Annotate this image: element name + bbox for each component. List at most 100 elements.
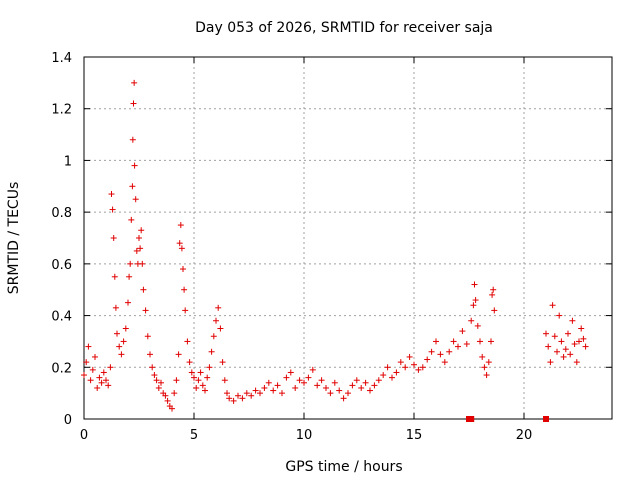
data-point [578,325,585,332]
data-point [164,397,171,404]
data-point [181,286,188,293]
y-tick-label: 0.2 [51,361,72,376]
data-point [543,330,549,337]
data-point [265,379,272,386]
data-point [112,304,119,311]
data-point [402,364,409,371]
data-point [128,216,135,223]
data-point [139,260,146,267]
data-point [565,330,571,337]
data-point [562,346,569,353]
data-point [327,390,334,397]
data-point [455,343,461,350]
data-point [349,382,356,389]
data-point [202,387,208,394]
data-point [318,377,325,384]
data-point [406,353,413,360]
data-point [191,374,197,381]
data-point [133,247,140,254]
data-point [459,328,466,335]
data-point [488,338,494,345]
data-point [491,307,498,314]
data-point [283,374,290,381]
data-point [371,382,378,389]
x-tick-label: 5 [190,428,198,443]
data-point [331,379,338,386]
data-point [213,317,219,324]
data-point [393,369,400,376]
data-point [208,348,215,355]
data-point [345,390,351,397]
data-point [261,384,268,391]
data-point [153,377,160,384]
data-points [81,79,589,422]
data-point [489,291,496,298]
data-point [184,338,191,345]
data-point [547,359,554,366]
data-point [197,369,204,376]
data-point [248,392,255,399]
data-point [483,372,490,379]
data-point [111,273,118,280]
y-tick-label: 0.6 [51,258,72,273]
data-point [195,377,202,384]
data-point [485,359,492,366]
data-point [87,377,94,384]
data-point [446,348,453,355]
data-point [217,325,224,332]
data-point [340,395,347,402]
data-point [142,307,149,314]
data-point [389,374,395,381]
data-point [549,302,556,309]
data-point [474,322,481,329]
data-point [125,299,131,306]
x-tick-label: 20 [516,428,533,443]
data-point [582,343,589,350]
data-point [314,382,321,389]
data-point [140,286,147,293]
data-point [415,366,422,373]
data-point [136,235,142,241]
data-point [292,384,299,391]
data-point [162,392,169,399]
chart-title: Day 053 of 2026, SRMTID for receiver saj… [195,20,493,36]
data-point [239,395,246,402]
data-point [545,343,552,350]
data-point [178,245,185,252]
data-point [118,351,125,358]
data-point [353,377,360,384]
marker-square [468,416,475,422]
data-point [580,335,587,342]
data-point [210,333,217,340]
data-point [309,366,316,373]
y-tick-label: 0.4 [51,310,72,325]
data-point [180,266,186,273]
data-point [362,379,369,386]
data-point [433,338,439,345]
data-point [193,384,200,391]
data-point [81,372,87,379]
data-point [554,348,560,355]
data-point [176,240,183,247]
data-point [186,359,193,366]
data-point [89,366,96,373]
data-point [367,387,373,394]
data-point [224,390,230,397]
data-point [182,307,189,314]
data-point [479,353,486,360]
data-point [100,369,107,376]
data-point [569,317,576,324]
data-point [573,359,580,366]
data-point [560,353,567,360]
data-point [221,377,228,384]
data-point [437,351,444,358]
plot-frame [83,56,613,420]
data-point [397,359,404,366]
data-point [116,343,123,350]
data-point [441,359,448,366]
data-point [235,392,241,399]
data-point [109,206,116,213]
data-point [551,333,558,340]
data-point [131,162,138,169]
data-point [132,196,139,203]
